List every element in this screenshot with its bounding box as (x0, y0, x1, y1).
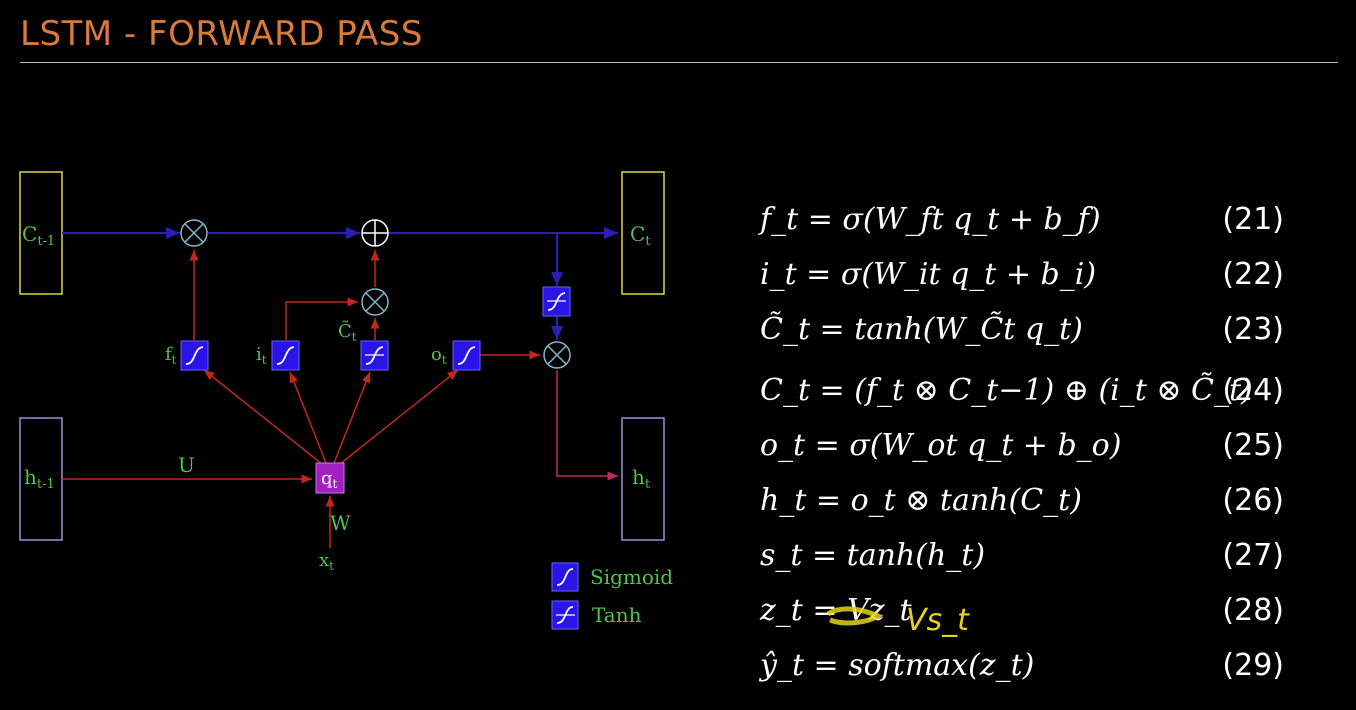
h-next-box (621, 417, 665, 541)
w-weight-label: W (330, 511, 351, 535)
legend-sigmoid-label: Sigmoid (590, 565, 673, 589)
h-prev-label: ht-1 (24, 465, 55, 492)
equation-candidate: C̃_t = tanh(W_C̃t q_t) (760, 312, 1083, 347)
equation-number: (26) (1222, 483, 1284, 518)
forget-gate-sigmoid-icon (180, 340, 209, 371)
equation-cell-state: C_t = (f_t ⊗ C_t−1) ⊕ (i_t ⊗ C̃_t) (760, 373, 1253, 408)
h-out-line (556, 370, 618, 481)
output-gate-sigmoid-icon (452, 340, 481, 371)
equation-row: ŷ_t = softmax(z_t) (29) (760, 648, 1300, 698)
equation-row: o_t = σ(W_ot q_t + b_o) (25) (760, 428, 1300, 478)
page-title: LSTM - FORWARD PASS (20, 14, 423, 54)
f-gate-label: ft (165, 344, 177, 367)
equation-number: (23) (1222, 312, 1284, 347)
c-tilde-label: C̃t (338, 320, 357, 344)
cell-tanh-icon (542, 286, 571, 317)
handwritten-annotation: Vs_t (826, 603, 970, 638)
equation-s: s_t = tanh(h_t) (760, 538, 986, 573)
equation-row: i_t = σ(W_it q_t + b_i) (22) (760, 257, 1300, 307)
candidate-tanh-icon (360, 340, 389, 371)
equation-row: h_t = o_t ⊗ tanh(C_t) (26) (760, 483, 1300, 533)
equation-row: C_t = (f_t ⊗ C_t−1) ⊕ (i_t ⊗ C̃_t) (24) (760, 373, 1300, 423)
h-next-label: ht (632, 465, 651, 492)
equation-row: f_t = σ(W_ft q_t + b_f) (21) (760, 202, 1300, 252)
equation-hidden: h_t = o_t ⊗ tanh(C_t) (760, 483, 1082, 518)
c-next-box (621, 171, 665, 295)
equation-number: (28) (1222, 593, 1284, 628)
o-gate-label: ot (431, 344, 447, 367)
svg-text:Vs_t: Vs_t (906, 603, 970, 638)
i-gate-label: it (256, 344, 267, 367)
equation-number: (27) (1222, 538, 1284, 573)
equation-number: (24) (1222, 373, 1284, 408)
equation-number: (29) (1222, 648, 1284, 683)
equation-softmax: ŷ_t = softmax(z_t) (760, 648, 1035, 683)
equation-number: (25) (1222, 428, 1284, 463)
equation-input: i_t = σ(W_it q_t + b_i) (760, 257, 1097, 292)
c-prev-label: Ct-1 (22, 222, 55, 249)
output-multiply-node (543, 341, 571, 369)
q-node (315, 462, 345, 494)
q-node-label: qt (321, 468, 338, 491)
equation-row: s_t = tanh(h_t) (27) (760, 538, 1300, 588)
title-divider (20, 62, 1338, 63)
legend-tanh-label: Tanh (592, 603, 642, 627)
equation-row: C̃_t = tanh(W_C̃t q_t) (23) (760, 312, 1300, 362)
legend-tanh-icon (551, 600, 579, 630)
legend-sigmoid-icon (551, 562, 579, 592)
forget-multiply-node (180, 219, 208, 247)
equation-forget: f_t = σ(W_ft q_t + b_f) (760, 202, 1101, 237)
u-weight-label: U (178, 453, 195, 477)
x-input-label: xt (319, 550, 334, 573)
c-next-label: Ct (630, 222, 651, 249)
input-multiply-node (361, 288, 389, 316)
cell-add-node (361, 219, 389, 247)
equation-output-gate: o_t = σ(W_ot q_t + b_o) (760, 428, 1122, 463)
equation-number: (22) (1222, 257, 1284, 292)
equation-number: (21) (1222, 202, 1284, 237)
input-gate-sigmoid-icon (271, 340, 300, 371)
lstm-diagram: Ct-1 Ct ht-1 ht ft it C̃t ot U W xt Sigm… (19, 171, 673, 630)
